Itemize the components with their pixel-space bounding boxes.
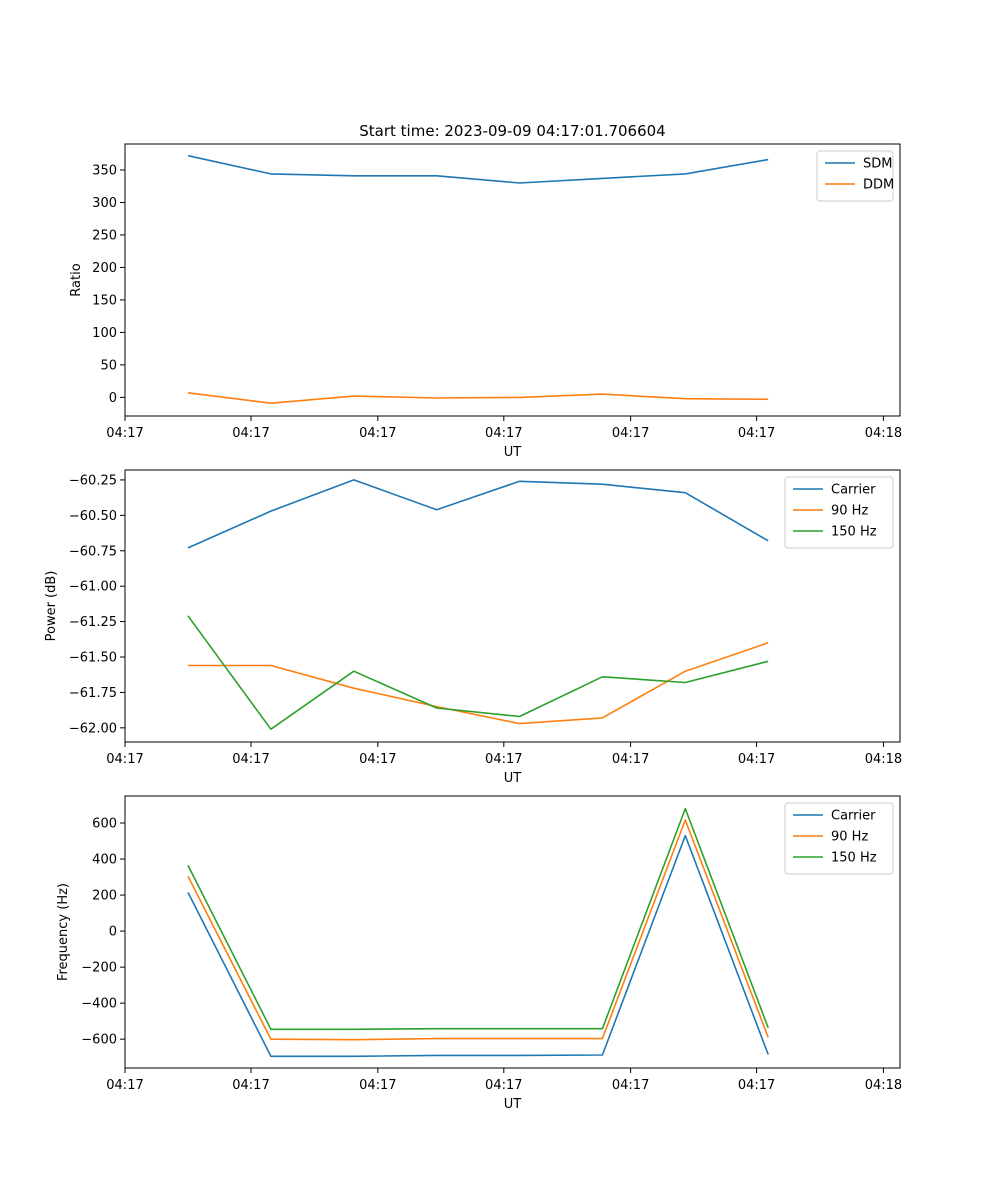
frequency-legend: Carrier 90 Hz 150 Hz — [784, 802, 894, 875]
frequency-y-tick-label: −600 — [81, 1033, 117, 1048]
power-series-150-hz-line — [187, 615, 769, 731]
power-legend-label: Carrier — [831, 483, 876, 498]
power-series-carrier-line — [187, 479, 769, 549]
frequency-x-tick-label: 04:17 — [612, 1078, 649, 1093]
frequency-series-150-hz-line — [187, 807, 769, 1031]
power-x-tick-label: 04:17 — [359, 752, 396, 767]
ratio-y-tick-label: 0 — [109, 391, 117, 406]
power-legend: Carrier 90 Hz 150 Hz — [784, 476, 894, 549]
ratio-x-tick-label: 04:17 — [106, 426, 143, 441]
power-legend-label: 90 Hz — [831, 504, 868, 519]
power-x-tick-label: 04:17 — [612, 752, 649, 767]
ratio-y-tick-label: 150 — [92, 293, 117, 308]
frequency-x-tick-label: 04:18 — [865, 1078, 902, 1093]
power-y-axis-label: Power (dB) — [44, 571, 59, 642]
power-legend-label: 150 Hz — [831, 525, 877, 540]
ratio-y-tick-label: 250 — [92, 228, 117, 243]
power-y-tick-label: −60.75 — [69, 544, 117, 559]
ratio-legend-label: DDM — [863, 178, 894, 193]
frequency-y-tick-label: −200 — [81, 961, 117, 976]
ratio-x-tick-label: 04:17 — [485, 426, 522, 441]
ratio-x-tick-label: 04:17 — [738, 426, 775, 441]
ratio-legend: SDM DDM — [816, 150, 894, 202]
frequency-series-carrier-line — [187, 834, 769, 1058]
power-x-tick-label: 04:17 — [232, 752, 269, 767]
frequency-y-tick-label: 400 — [92, 853, 117, 868]
ratio-y-tick-label: 100 — [92, 326, 117, 341]
power-plot-frame — [124, 469, 901, 743]
frequency-x-tick-label: 04:17 — [359, 1078, 396, 1093]
frequency-y-tick-label: −400 — [81, 997, 117, 1012]
power-x-tick-label: 04:17 — [106, 752, 143, 767]
power-x-tick-label: 04:17 — [738, 752, 775, 767]
ratio-x-tick-label: 04:17 — [232, 426, 269, 441]
ratio-y-tick-label: 50 — [100, 358, 117, 373]
power-x-tick-label: 04:17 — [485, 752, 522, 767]
ratio-y-tick-label: 200 — [92, 261, 117, 276]
ratio-y-tick-label: 350 — [92, 163, 117, 178]
ratio-x-tick-label: 04:17 — [612, 426, 649, 441]
power-series-90-hz-line — [188, 642, 769, 725]
ratio-chart-title: Start time: 2023-09-09 04:17:01.706604 — [359, 122, 665, 140]
frequency-x-tick-label: 04:17 — [738, 1078, 775, 1093]
ratio-series-ddm-line — [187, 392, 769, 405]
ratio-x-tick-label: 04:18 — [865, 426, 902, 441]
frequency-plot-frame — [124, 795, 901, 1069]
power-y-tick-label: −62.00 — [69, 721, 117, 736]
power-y-tick-label: −61.25 — [69, 615, 117, 630]
frequency-y-tick-label: 0 — [109, 925, 117, 940]
frequency-x-tick-label: 04:17 — [106, 1078, 143, 1093]
ratio-legend-label: SDM — [863, 157, 892, 172]
frequency-series-90-hz-line — [187, 819, 769, 1041]
ratio-x-tick-label: 04:17 — [359, 426, 396, 441]
frequency-y-axis-label: Frequency (Hz) — [56, 883, 71, 981]
power-y-tick-label: −61.75 — [69, 686, 117, 701]
frequency-legend-label: Carrier — [831, 809, 876, 824]
power-x-tick-label: 04:18 — [865, 752, 902, 767]
frequency-legend-label: 90 Hz — [831, 830, 868, 845]
power-y-tick-label: −61.00 — [69, 580, 117, 595]
frequency-y-tick-label: 200 — [92, 889, 117, 904]
power-y-tick-label: −61.50 — [69, 651, 117, 666]
ratio-y-tick-label: 300 — [92, 196, 117, 211]
power-y-tick-label: −60.50 — [69, 509, 117, 524]
ratio-y-axis-label: Ratio — [69, 263, 84, 296]
frequency-panel: 04:17 04:17 04:17 04:17 04:17 04:17 04:18 −600 −… — [56, 795, 902, 1112]
frequency-x-axis-label: UT — [504, 1097, 522, 1112]
frequency-y-tick-label: 600 — [92, 817, 117, 832]
ratio-series-sdm-line — [187, 154, 769, 184]
power-y-tick-label: −60.25 — [69, 473, 117, 488]
power-panel: 04:17 04:17 04:17 04:17 04:17 04:17 04:18 −62.0… — [44, 469, 902, 786]
frequency-x-tick-label: 04:17 — [232, 1078, 269, 1093]
ratio-x-axis-label: UT — [504, 445, 522, 460]
ratio-plot-frame — [124, 143, 901, 417]
frequency-legend-label: 150 Hz — [831, 851, 877, 866]
power-x-axis-label: UT — [504, 771, 522, 786]
frequency-x-tick-label: 04:17 — [485, 1078, 522, 1093]
ratio-panel: 04:17 04:17 04:17 04:17 04:17 04:17 04:18 0 50 10… — [69, 122, 902, 460]
